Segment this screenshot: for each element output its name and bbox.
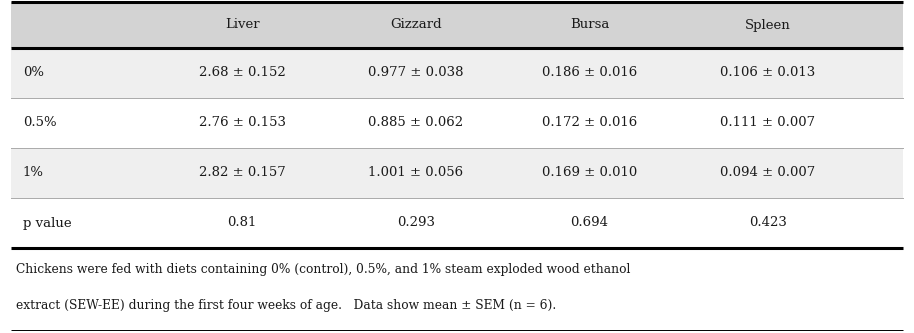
Text: 0.186 ± 0.016: 0.186 ± 0.016 [542,67,637,80]
Bar [11,252,903,330]
Text: 0.694: 0.694 [570,216,609,229]
Text: Chickens were fed with diets containing 0% (control), 0.5%, and 1% steam explode: Chickens were fed with diets containing … [16,263,630,276]
Text: 0%: 0% [23,67,44,80]
Text: Gizzard: Gizzard [390,19,441,32]
Bar [11,98,903,148]
Text: 0.106 ± 0.013: 0.106 ± 0.013 [720,67,815,80]
Text: Spleen: Spleen [745,19,791,32]
Text: 0.094 ± 0.007: 0.094 ± 0.007 [720,166,815,179]
Text: 0.885 ± 0.062: 0.885 ± 0.062 [368,117,463,130]
Text: 0.423: 0.423 [749,216,787,229]
Text: 0.111 ± 0.007: 0.111 ± 0.007 [720,117,815,130]
Text: 0.5%: 0.5% [23,117,57,130]
Text: p value: p value [23,216,71,229]
Text: 2.82 ± 0.157: 2.82 ± 0.157 [199,166,285,179]
Text: Bursa: Bursa [569,19,610,32]
Text: 1.001 ± 0.056: 1.001 ± 0.056 [368,166,463,179]
Bar [11,198,903,248]
Bar [11,48,903,98]
Text: 0.293: 0.293 [397,216,435,229]
Text: extract (SEW-EE) during the first four weeks of age.   Data show mean ± SEM (n =: extract (SEW-EE) during the first four w… [16,298,556,311]
Text: 0.81: 0.81 [228,216,257,229]
Text: 0.977 ± 0.038: 0.977 ± 0.038 [368,67,463,80]
Text: 0.169 ± 0.010: 0.169 ± 0.010 [542,166,637,179]
Text: 2.68 ± 0.152: 2.68 ± 0.152 [199,67,285,80]
Text: Liver: Liver [225,19,260,32]
Bar [11,148,903,198]
Text: 0.172 ± 0.016: 0.172 ± 0.016 [542,117,637,130]
Text: 1%: 1% [23,166,44,179]
Text: 2.76 ± 0.153: 2.76 ± 0.153 [198,117,286,130]
Bar [11,2,903,48]
